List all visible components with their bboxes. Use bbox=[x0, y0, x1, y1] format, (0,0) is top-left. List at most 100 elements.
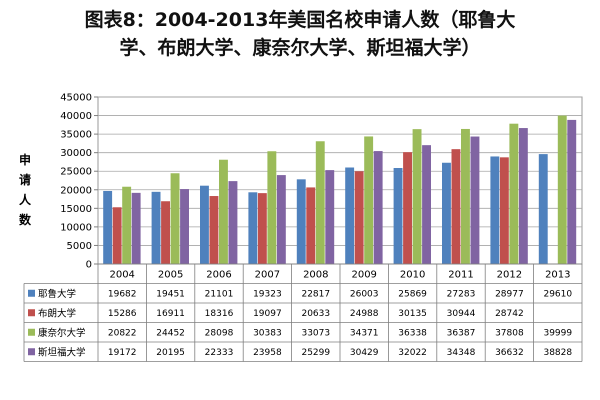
data-label: 38828 bbox=[543, 348, 572, 358]
data-label: 28098 bbox=[205, 328, 234, 338]
bar bbox=[345, 167, 355, 264]
bar bbox=[257, 193, 267, 264]
bar bbox=[509, 123, 519, 264]
bar bbox=[373, 151, 383, 264]
bar bbox=[470, 136, 480, 264]
x-tick-label: 2013 bbox=[545, 269, 570, 280]
bar bbox=[248, 192, 258, 264]
bar bbox=[325, 170, 335, 264]
data-label: 30944 bbox=[447, 309, 476, 319]
data-label: 20822 bbox=[108, 328, 137, 338]
x-tick-label: 2005 bbox=[158, 269, 183, 280]
data-label: 25299 bbox=[301, 348, 330, 358]
data-label: 22333 bbox=[205, 348, 234, 358]
bar bbox=[228, 181, 238, 264]
data-label: 29610 bbox=[543, 289, 572, 299]
y-tick-label: 5000 bbox=[67, 241, 92, 252]
data-label: 19682 bbox=[108, 289, 137, 299]
x-tick-label: 2010 bbox=[400, 269, 425, 280]
bar bbox=[567, 119, 577, 265]
data-label: 30135 bbox=[398, 309, 427, 319]
x-tick-label: 2008 bbox=[303, 269, 328, 280]
bar bbox=[131, 192, 141, 264]
y-tick-label: 20000 bbox=[60, 185, 92, 196]
y-tick-label: 10000 bbox=[60, 222, 92, 233]
bar bbox=[315, 141, 325, 264]
bar bbox=[461, 128, 470, 264]
chart-title-line1: 图表8：2004-2013年美国名校申请人数（耶鲁大 bbox=[84, 9, 516, 31]
bar bbox=[170, 173, 180, 264]
data-label: 19097 bbox=[253, 309, 282, 319]
data-label: 22817 bbox=[301, 289, 330, 299]
data-label: 26003 bbox=[350, 289, 379, 299]
bar bbox=[412, 129, 422, 264]
data-label: 20633 bbox=[301, 309, 330, 319]
data-label: 30383 bbox=[253, 328, 282, 338]
data-label: 36338 bbox=[398, 328, 427, 338]
bar bbox=[354, 171, 364, 264]
data-label: 39999 bbox=[543, 328, 572, 338]
bar bbox=[364, 136, 374, 264]
bar bbox=[422, 145, 431, 264]
data-label: 28742 bbox=[495, 309, 524, 319]
bar bbox=[209, 196, 219, 264]
legend-swatch bbox=[28, 309, 35, 317]
bar bbox=[518, 128, 528, 264]
bar bbox=[490, 156, 500, 264]
bar bbox=[296, 179, 306, 264]
bar bbox=[403, 152, 412, 264]
data-label: 25869 bbox=[398, 289, 427, 299]
y-tick-label: 0 bbox=[86, 260, 92, 271]
legend-label: 康奈尔大学 bbox=[38, 327, 86, 339]
data-label: 15286 bbox=[108, 309, 137, 319]
bar bbox=[112, 207, 122, 264]
y-tick-label: 45000 bbox=[60, 93, 92, 104]
bar bbox=[200, 185, 209, 264]
data-label: 34371 bbox=[350, 328, 379, 338]
bar bbox=[276, 175, 286, 264]
x-tick-label: 2004 bbox=[109, 269, 134, 280]
bar bbox=[451, 149, 461, 264]
data-label: 36387 bbox=[447, 328, 476, 338]
legend-swatch bbox=[28, 348, 35, 356]
chart-title: 图表8：2004-2013年美国名校申请人数（耶鲁大 学、布朗大学、康奈尔大学、… bbox=[20, 6, 580, 62]
data-label: 19172 bbox=[108, 348, 137, 358]
bar bbox=[267, 151, 277, 264]
data-label: 33073 bbox=[301, 328, 330, 338]
bar bbox=[103, 190, 113, 264]
chart-title-line2: 学、布朗大学、康奈尔大学、斯坦福大学） bbox=[119, 37, 481, 59]
legend-swatch bbox=[28, 328, 35, 336]
data-label: 28977 bbox=[495, 289, 524, 299]
x-tick-label: 2007 bbox=[255, 269, 280, 280]
data-label: 27283 bbox=[447, 289, 476, 299]
data-label: 34348 bbox=[447, 348, 476, 358]
data-label: 32022 bbox=[398, 348, 427, 358]
data-label: 18316 bbox=[205, 309, 234, 319]
y-axis-label: 申请人数 bbox=[18, 153, 31, 227]
data-label: 24988 bbox=[350, 309, 379, 319]
x-tick-label: 2012 bbox=[497, 269, 522, 280]
x-tick-label: 2006 bbox=[206, 269, 231, 280]
y-tick-label: 15000 bbox=[60, 204, 92, 215]
bar bbox=[161, 201, 170, 264]
bar bbox=[557, 115, 567, 264]
data-label: 19323 bbox=[253, 289, 282, 299]
data-label: 24452 bbox=[156, 328, 185, 338]
bar bbox=[122, 186, 132, 264]
y-tick-label: 30000 bbox=[60, 148, 92, 159]
data-label: 23958 bbox=[253, 348, 282, 358]
legend-label: 耶鲁大学 bbox=[38, 288, 76, 300]
data-label: 16911 bbox=[156, 309, 185, 319]
data-label: 19451 bbox=[156, 289, 185, 299]
x-tick-label: 2009 bbox=[351, 269, 376, 280]
legend-label: 布朗大学 bbox=[38, 307, 76, 319]
y-tick-label: 25000 bbox=[60, 167, 92, 178]
bar bbox=[442, 162, 451, 264]
data-label: 21101 bbox=[205, 289, 234, 299]
y-tick-label: 35000 bbox=[60, 130, 92, 141]
bar bbox=[151, 191, 161, 264]
bar bbox=[538, 154, 548, 264]
bar bbox=[393, 167, 403, 264]
bar bbox=[499, 157, 509, 264]
